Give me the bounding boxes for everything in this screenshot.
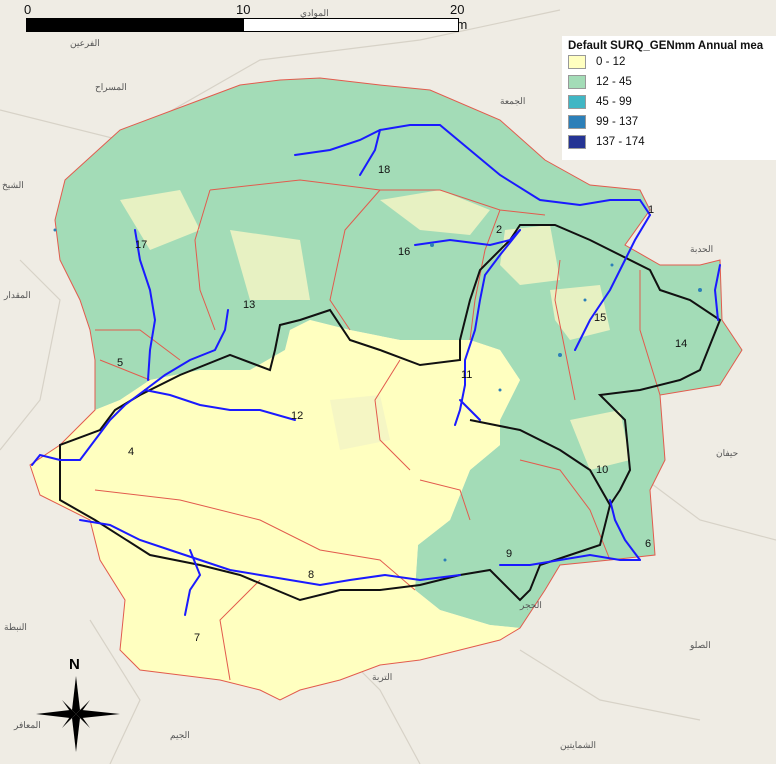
subbasin-boundaries: [29, 77, 743, 701]
region-yellow-south: [30, 320, 520, 700]
north-label: N: [69, 656, 80, 673]
legend-item-label: 0 - 12: [596, 56, 626, 68]
place-label: المعافر: [14, 720, 41, 730]
legend: Default SURQ_GENmm Annual mea 0 - 12 12 …: [562, 36, 776, 160]
legend-swatch: [568, 95, 586, 109]
scale-bar-graphic: [26, 18, 459, 32]
subbasin-label-10: 10: [596, 464, 609, 476]
scale-label-0: 0: [24, 2, 32, 17]
place-label: الفرعين: [70, 38, 100, 48]
legend-item: 137 - 174: [568, 132, 776, 152]
subbasin-label-11: 11: [461, 369, 473, 381]
legend-item-label: 12 - 45: [596, 76, 632, 88]
legend-swatch: [568, 115, 586, 129]
place-label: الصلو: [690, 640, 711, 650]
scale-bar: 0 10 20 km: [24, 2, 471, 38]
place-label: حيفان: [716, 448, 739, 458]
place-label: التربة: [372, 672, 393, 682]
place-label: الموادي: [300, 8, 329, 18]
place-label: النبطة: [4, 622, 27, 632]
subbasin-label-4: 4: [128, 446, 135, 458]
inner-boundary: [59, 224, 722, 602]
subbasin-label-15: 15: [594, 312, 607, 324]
legend-item-label: 99 - 137: [596, 116, 639, 128]
legend-item: 0 - 12: [568, 52, 776, 72]
legend-item-label: 137 - 174: [596, 136, 645, 148]
subbasin-label-18: 18: [378, 164, 391, 176]
place-label: المقدار: [4, 290, 31, 300]
legend-swatch: [568, 75, 586, 89]
place-label: الحدبة: [690, 244, 714, 254]
place-label: المسراح: [95, 82, 127, 92]
subbasin-label-1: 1: [648, 204, 655, 216]
subbasin-label-9: 9: [506, 548, 513, 560]
subbasin-label-17: 17: [135, 239, 148, 251]
scale-label-10: 10: [236, 2, 251, 17]
place-label: الشيخ: [2, 180, 24, 190]
subbasin-label-13: 13: [243, 299, 256, 311]
place-label: الحجر: [520, 600, 542, 610]
place-label: الشمايتين: [560, 740, 597, 750]
high-runoff-speckles: [53, 228, 702, 562]
place-label: الجيم: [170, 730, 190, 740]
legend-item: 45 - 99: [568, 92, 776, 112]
subbasin-label-7: 7: [194, 632, 201, 644]
legend-item-label: 45 - 99: [596, 96, 632, 108]
inner-boundary-branch: [469, 419, 611, 506]
legend-title: Default SURQ_GENmm Annual mea: [568, 40, 764, 52]
subbasin-label-8: 8: [308, 569, 315, 581]
legend-swatch: [568, 55, 586, 69]
subbasin-label-12: 12: [291, 410, 304, 422]
scale-bar-black-segment: [27, 19, 244, 31]
pale-patches: [120, 190, 630, 470]
subbasin-label-6: 6: [645, 538, 652, 550]
legend-item: 99 - 137: [568, 112, 776, 132]
place-label: الجمعة: [500, 96, 526, 106]
legend-item: 12 - 45: [568, 72, 776, 92]
subbasin-label-14: 14: [675, 338, 688, 350]
compass-rose-icon: [36, 676, 120, 752]
legend-swatch: [568, 135, 586, 149]
subbasin-label-16: 16: [398, 246, 411, 258]
subbasin-label-2: 2: [496, 224, 503, 236]
region-green-north: [55, 78, 742, 628]
stream-network: [31, 124, 721, 616]
subbasin-label-5: 5: [117, 357, 124, 369]
north-arrow: N: [36, 656, 120, 752]
